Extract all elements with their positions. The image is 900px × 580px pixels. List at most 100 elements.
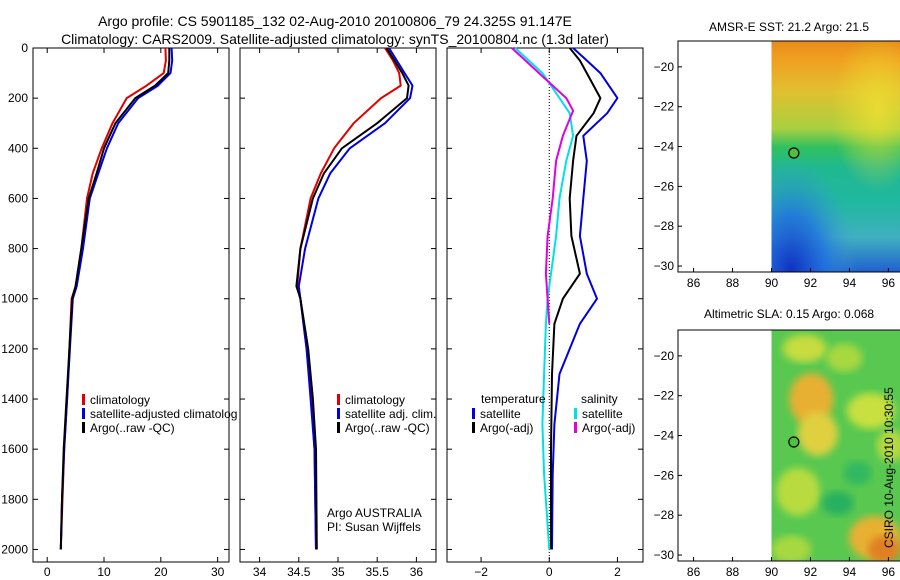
y-tick-label: −26 [654,179,675,193]
y-tick-label: 400 [8,141,28,155]
legend-label: Argo(..raw -QC) [345,421,430,435]
series-line-argo-raw-qc- [59,48,171,550]
sst_map-frame [677,40,900,273]
legend-swatch [472,408,475,419]
y-tick-label: −24 [654,429,675,443]
x-tick-label: 2 [614,565,621,579]
legend-swatch [82,408,85,419]
sla-anomaly-blob [826,343,863,372]
y-tick-label: −22 [654,100,675,114]
legend-label: climatology [90,393,150,407]
argo-position-marker [788,147,800,159]
y-tick-label: 2000 [1,542,28,556]
sla-anomaly-blob [771,535,812,561]
x-tick-label: 35.5 [366,565,390,579]
y-tick-label: −28 [654,508,675,522]
y-tick-label: 1800 [1,492,28,506]
series-line-salinity-satellite [514,47,575,550]
sla-anomaly-blob [782,334,827,363]
x-tick-label: 20 [154,565,168,579]
legend-label: satellite [582,407,623,421]
legend-label: climatology [345,393,405,407]
x-tick-label: 88 [726,276,740,290]
legend-swatch [574,408,577,419]
salinity-annotation-line: PI: Susan Wijffels [327,520,421,534]
legend-title: temperature [481,392,546,406]
salinity-annotation-line: Argo AUSTRALIA [327,506,422,520]
difference-x-axis-label: difference from climatology [473,578,616,580]
argo-position-marker [788,436,800,448]
salinity-x-axis-label: salinity [320,578,357,580]
x-tick-label: 90 [765,565,779,579]
series-line-satellite-adj-clim- [297,47,414,550]
y-tick-label: 200 [8,91,28,105]
x-tick-label: 30 [211,565,225,579]
x-tick-label: 88 [726,565,740,579]
y-tick-label: 1400 [1,392,28,406]
y-tick-label: 600 [8,191,28,205]
sla-anomaly-blob [789,373,834,426]
y-tick-label: 1600 [1,442,28,456]
x-tick-label: 86 [687,565,701,579]
x-tick-label: 92 [804,276,818,290]
temperature-frame [32,47,230,563]
x-tick-label: 0 [44,565,51,579]
sla-anomaly-blob [876,429,900,462]
x-tick-label: 34.5 [287,565,311,579]
difference-panel: −2 0 2difference from climatology temperatu… [446,47,644,580]
figure-title-line2: Climatology: CARS2009. Satellite-adjuste… [61,31,609,47]
x-tick-label: 96 [882,276,896,290]
salinity-frame [239,47,437,563]
legend-label: satellite [480,407,521,421]
sla-anomaly-blob [868,535,900,561]
legend-swatch [337,422,340,433]
legend-label: Argo(..raw -QC) [90,421,175,435]
series-line-temperature-satellite [551,47,619,550]
x-tick-label: −2 [474,565,488,579]
legend-label: Argo(-adj) [480,421,533,435]
legend-title: salinity [581,392,618,406]
temperature-x-axis-label: temperature [99,578,164,580]
series-line-argo-raw-qc- [295,47,410,550]
sla_map-field [771,330,900,561]
x-tick-label: 92 [804,565,818,579]
timestamp-stamp: CSIRO 10-Aug-2010 10:30:55 [882,387,896,548]
x-tick-label: 35 [331,565,345,579]
sla-anomaly-blob [797,411,838,456]
y-tick-label: −26 [654,468,675,482]
y-tick-label: 0 [21,41,28,55]
sla-anomaly-blob [776,467,821,516]
sla_map-frame [677,329,900,562]
legend-swatch [472,422,475,433]
y-tick-label: −22 [654,389,675,403]
sla_map-panel: Altimetric SLA: 0.15 Argo: 0.068 86 88 90 92… [654,307,900,579]
legend-swatch [337,408,340,419]
sla_map-title: Altimetric SLA: 0.15 Argo: 0.068 [704,307,874,321]
y-tick-label: 1200 [1,342,28,356]
legend-label: satellite-adjusted climatolog [90,407,237,421]
sst_map-panel: AMSR-E SST: 21.2 Argo: 21.5 86 88 90 92 94 96 −… [654,20,900,290]
y-tick-label: −30 [654,548,675,562]
legend-swatch [337,394,340,405]
y-tick-label: −20 [654,349,675,363]
legend-label: satellite adj. clim. [345,407,436,421]
sla-anomaly-blob [846,392,895,429]
y-tick-label: −30 [654,259,675,273]
legend-swatch [82,394,85,405]
legend-swatch [82,422,85,433]
sla-anomaly-blob [843,461,872,486]
series-line-temperature-argo-adj- [550,47,602,550]
y-tick-label: 800 [8,242,28,256]
sst_map-title: AMSR-E SST: 21.2 Argo: 21.5 [709,20,869,34]
y-tick-label: −24 [654,140,675,154]
legend-label: Argo(-adj) [582,421,635,435]
x-tick-label: 90 [765,276,779,290]
x-tick-label: 94 [843,276,857,290]
legend-swatch [574,422,577,433]
y-tick-label: −28 [654,219,675,233]
x-tick-label: 10 [97,565,111,579]
salinity-panel: 34 34.5 35 35.5 36 salinity climatologysatelli… [239,47,437,580]
series-line-salinity-argo-adj- [511,47,575,324]
x-tick-label: 0 [546,565,553,579]
